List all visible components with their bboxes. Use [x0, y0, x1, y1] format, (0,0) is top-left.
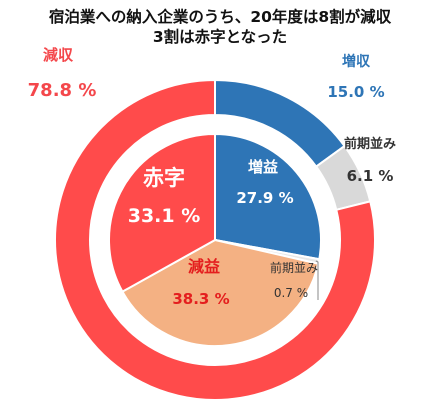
inner-slice-profit-decrease	[121, 238, 320, 347]
slice-labels: 増収 15.0 % 前期並み 6.1 % 減収 78.8 % 増益 27.9 % 前期並み 0.7…	[28, 46, 396, 308]
leader-lines	[315, 260, 319, 300]
outer-slice-revenue-decrease	[54, 78, 376, 400]
chart-title: 宿泊業への納入企業のうち、20年度は8割が減収 3割は赤字となった	[49, 7, 392, 46]
inner-value-deficit: 33.1 %	[128, 205, 201, 227]
chart-title-line-1: 宿泊業への納入企業のうち、20年度は8割が減収	[49, 7, 392, 26]
outer-label-revenue-increase: 増収	[342, 53, 371, 70]
inner-value-flat: 0.7 %	[274, 286, 308, 300]
inner-label-profit-increase: 増益	[248, 158, 278, 176]
inner-slice-profit-increase	[214, 132, 322, 261]
inner-value-profit-increase: 27.9 %	[236, 189, 293, 207]
outer-value-flat: 6.1 %	[347, 167, 394, 185]
outer-label-flat: 前期並み	[344, 136, 396, 152]
outer-ring	[54, 78, 376, 400]
inner-label-profit-decrease: 減益	[188, 257, 220, 276]
outer-label-revenue-decrease: 減収	[43, 46, 74, 64]
leader-line-inner-flat	[315, 260, 319, 300]
inner-slice-deficit	[108, 132, 216, 294]
outer-value-revenue-decrease: 78.8 %	[28, 80, 97, 101]
inner-pie	[108, 132, 322, 347]
inner-value-profit-decrease: 38.3 %	[172, 290, 229, 308]
chart-title-line-2: 3割は赤字となった	[153, 27, 287, 46]
inner-label-flat: 前期並み	[270, 260, 318, 275]
inner-label-deficit: 赤字	[143, 166, 185, 190]
outer-value-revenue-increase: 15.0 %	[327, 83, 384, 101]
